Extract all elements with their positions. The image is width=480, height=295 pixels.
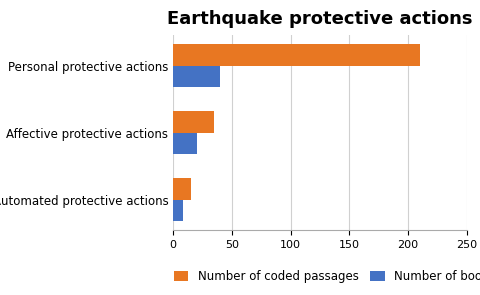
Title: Earthquake protective actions: Earthquake protective actions xyxy=(167,10,472,28)
Bar xyxy=(173,111,214,133)
Bar xyxy=(173,44,419,66)
Bar xyxy=(173,66,220,87)
Bar xyxy=(173,200,182,221)
Legend: Number of coded passages, Number of books: Number of coded passages, Number of book… xyxy=(169,265,480,288)
Bar xyxy=(173,178,191,200)
Bar xyxy=(173,133,196,154)
